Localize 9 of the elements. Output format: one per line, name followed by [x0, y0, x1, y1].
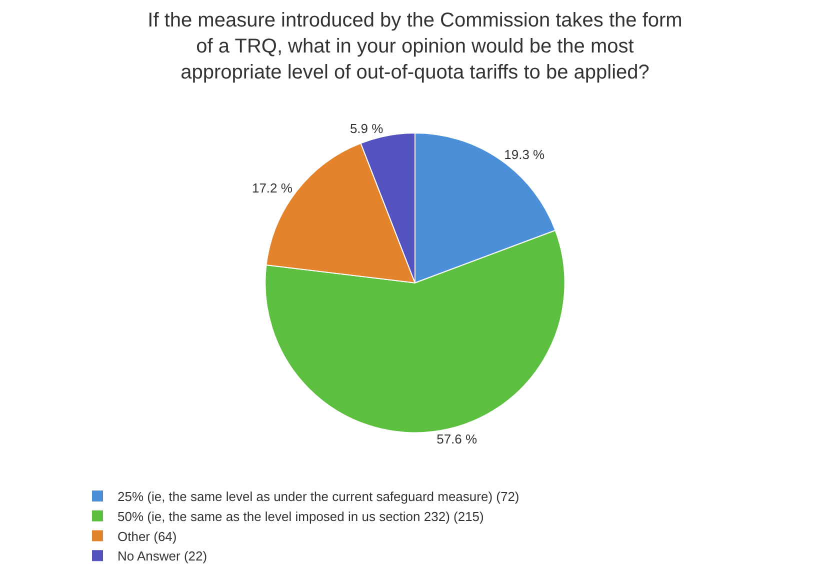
- legend-label: 50% (ie, the same as the level imposed in us section 232) (215): [118, 508, 484, 524]
- data-label: 5.9 %: [350, 120, 384, 136]
- legend-label: 25% (ie, the same level as under the current safeguard measure) (72): [118, 489, 520, 504]
- chart-title: If the measure introduced by the Commission takes the form of a TRQ, what in your opinion would be the most appropriate level of out-of-quota tariffs to be applied?: [148, 9, 682, 84]
- legend-label: Other (64): [118, 528, 177, 544]
- legend-label: No Answer (22): [118, 548, 208, 564]
- data-label: 19.3 %: [504, 147, 546, 162]
- data-label: 57.6 %: [436, 432, 478, 447]
- data-label: 17.2 %: [252, 180, 293, 196]
